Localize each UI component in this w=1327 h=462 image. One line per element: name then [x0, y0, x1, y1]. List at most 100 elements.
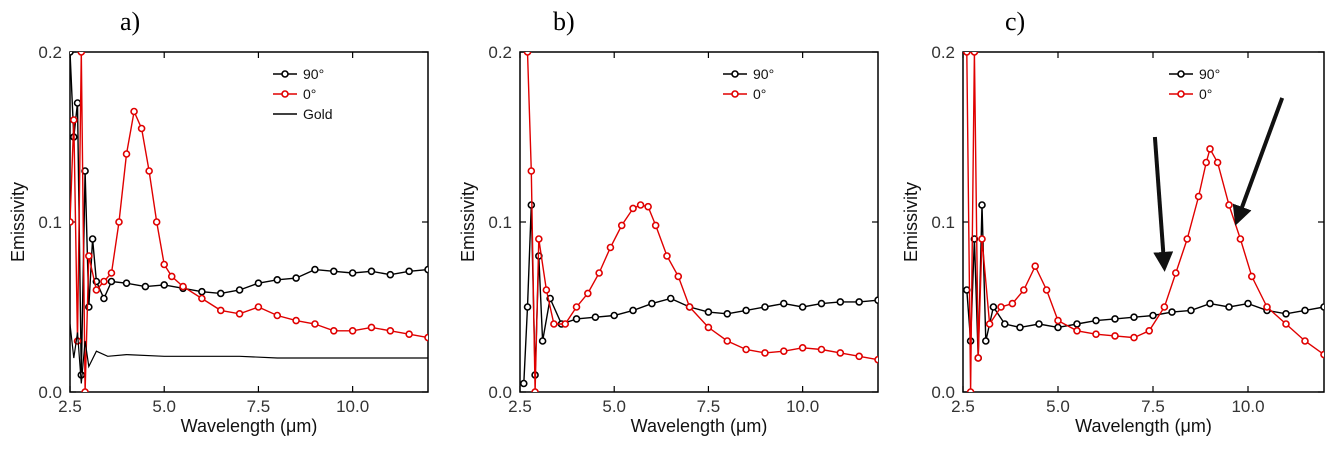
series-0-point: [1042, 286, 1051, 294]
series-0-point: [1130, 333, 1138, 342]
series-90-line: [966, 204, 1324, 359]
series-0-point: [523, 52, 532, 56]
series-0-point: [179, 282, 187, 291]
y-tick-label: 0.1: [488, 213, 512, 232]
series-0-point: [424, 333, 428, 342]
series-90-point: [1092, 316, 1100, 325]
series-0-point: [704, 323, 713, 332]
chart-panel-2: b) 2.5 5.0 7.5 10.0 0.0 0.1 0.2 Wavelength (μm) E…: [458, 7, 879, 436]
series-90-point: [311, 265, 319, 274]
y-tick-label: 0.0: [38, 383, 62, 402]
series-0-point: [348, 326, 357, 335]
series-90-point: [779, 299, 788, 308]
series-90-line: [523, 204, 878, 384]
series-90-point: [405, 267, 413, 276]
x-tick-label: 10.0: [1231, 397, 1264, 416]
y-tick-label: 0.1: [38, 213, 62, 232]
series-0-point: [81, 388, 89, 392]
series-0-point: [1073, 326, 1081, 335]
series-0-point: [874, 355, 878, 364]
legend-entry: 90°: [273, 66, 324, 82]
series-Gold-line: [70, 323, 428, 384]
series-0-point: [292, 316, 300, 325]
y-tick-label: 0.0: [931, 383, 955, 402]
series-0-point: [1054, 316, 1062, 325]
series-0-line: [70, 52, 428, 392]
series-90-point: [1225, 303, 1233, 311]
series-90-point: [70, 52, 74, 56]
x-tick-label: 7.5: [697, 397, 721, 416]
series-0-point: [70, 116, 78, 124]
series-90-point: [386, 270, 395, 279]
series-0-point: [742, 345, 750, 354]
series-90-point: [523, 303, 532, 311]
series-0-point: [572, 303, 581, 311]
x-tick-label: 5.0: [152, 397, 176, 416]
series-0-point: [1263, 303, 1271, 311]
series-90-point: [235, 286, 244, 294]
series-0-point: [985, 320, 994, 328]
series-0-point: [198, 294, 206, 303]
series-0-point: [595, 269, 603, 277]
series-0-point: [978, 235, 986, 243]
series-90-point: [798, 303, 807, 311]
x-axis-title: Wavelength (μm): [631, 416, 768, 436]
series-90-point: [100, 294, 108, 303]
legend-entry: 0°: [273, 86, 316, 102]
series-0-point: [1019, 286, 1028, 294]
series-90-point: [122, 279, 131, 288]
series-90-point: [73, 99, 82, 107]
plot-area: [70, 52, 428, 392]
series-90-point: [1282, 309, 1290, 318]
series-90-point: [216, 289, 225, 298]
series-0-point: [1202, 158, 1210, 167]
series-0-point: [100, 277, 108, 286]
series-0-point: [1111, 332, 1119, 340]
series-0-point: [160, 260, 169, 269]
series-0-point: [685, 303, 694, 311]
series-90-point: [981, 337, 990, 345]
series-90-point: [648, 299, 656, 308]
series-90-point: [855, 298, 863, 306]
chart-panel-3: c) 2.5 5.0 7.5 10.0 0.0 0.1 0.2 Wavelength (μm) E…: [901, 7, 1325, 436]
series-0-point: [367, 323, 376, 332]
series-90-point: [329, 267, 338, 276]
series-90-point: [666, 294, 675, 303]
series-0-point: [130, 107, 138, 116]
series-0-point: [216, 306, 225, 315]
series-90-point: [742, 306, 750, 315]
series-0-point: [629, 204, 637, 213]
x-axis-title: Wavelength (μm): [1075, 416, 1212, 436]
series-90-point: [424, 265, 428, 274]
series-90-point: [107, 277, 116, 286]
legend-swatch-marker: [281, 70, 289, 78]
x-tick-label: 7.5: [247, 397, 271, 416]
y-tick-label: 0.0: [488, 383, 512, 402]
series-0-point: [386, 326, 395, 335]
legend-entry: 0°: [723, 86, 766, 102]
series-0-point: [1092, 330, 1100, 339]
series-90-point: [1000, 320, 1009, 328]
series-0-point: [1282, 320, 1290, 328]
series-90-point: [836, 298, 845, 306]
legend-label: 0°: [753, 86, 766, 102]
series-0-point: [311, 320, 319, 328]
plot-area: [963, 52, 1324, 392]
series-90-point: [572, 315, 581, 323]
series-0-point: [254, 303, 263, 311]
series-90-point: [367, 267, 376, 276]
series-90-point: [978, 201, 986, 209]
series-0-point: [527, 167, 536, 175]
legend-entry: Gold: [273, 106, 333, 122]
legend-swatch-marker: [1177, 70, 1185, 78]
legend-swatch-marker: [731, 90, 739, 98]
series-90-point: [629, 306, 637, 315]
series-0-point: [167, 272, 176, 281]
x-tick-label: 7.5: [1141, 397, 1165, 416]
series-0-point: [1206, 145, 1214, 153]
series-0-point: [145, 167, 153, 175]
series-0-point: [92, 286, 101, 294]
series-0-point: [152, 218, 161, 226]
y-tick-label: 0.2: [38, 43, 62, 62]
series-90-point: [817, 299, 826, 308]
